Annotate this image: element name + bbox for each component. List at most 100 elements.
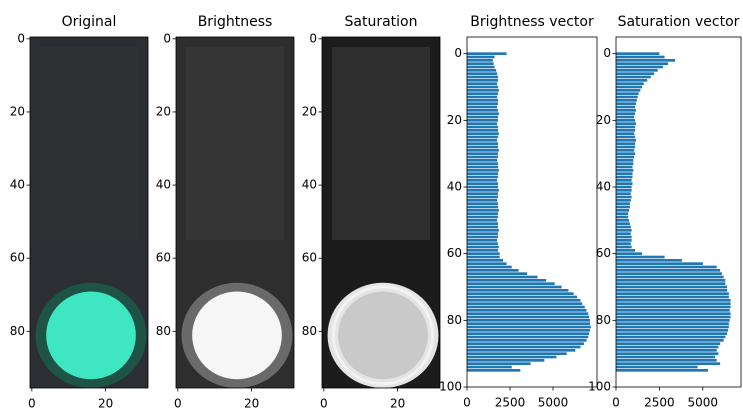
- bar: [467, 255, 500, 259]
- bar: [616, 242, 631, 245]
- bar: [616, 215, 629, 219]
- bar: [467, 65, 495, 69]
- bar: [616, 299, 731, 302]
- bar: [616, 279, 726, 282]
- bar: [616, 295, 729, 299]
- bar: [467, 149, 499, 152]
- bar: [616, 315, 731, 319]
- bar: [467, 92, 498, 95]
- bar: [467, 365, 512, 369]
- x-tick-label: 5000: [688, 396, 719, 408]
- y-tick-label: 80: [596, 313, 611, 327]
- bar: [616, 309, 730, 312]
- bar: [616, 355, 715, 359]
- bar: [467, 169, 499, 172]
- bar: [616, 165, 633, 169]
- bar: [467, 282, 555, 285]
- bar: [616, 219, 630, 222]
- bar: [467, 192, 498, 195]
- subplot-title: Original: [62, 14, 117, 30]
- bar: [467, 145, 498, 149]
- bar: [467, 222, 498, 225]
- image-housing: [186, 47, 284, 241]
- y-tick-label: 60: [447, 246, 462, 260]
- bar: [467, 209, 499, 212]
- bar: [467, 105, 498, 109]
- bar: [467, 69, 497, 72]
- bar: [616, 59, 676, 62]
- bar: [467, 269, 519, 272]
- bar: [467, 155, 498, 159]
- bar: [616, 72, 655, 75]
- bar: [467, 82, 498, 85]
- bar: [616, 195, 632, 199]
- bar: [616, 369, 709, 372]
- bar: [467, 119, 498, 122]
- x-tick-label: 2500: [495, 396, 526, 408]
- bar: [467, 75, 498, 79]
- x-tick-label: 0: [320, 397, 328, 408]
- bar: [616, 199, 631, 202]
- bar: [467, 212, 498, 215]
- bar: [467, 219, 498, 222]
- bar: [467, 235, 498, 239]
- bar: [467, 272, 528, 275]
- bar: [616, 325, 729, 329]
- bar: [616, 349, 717, 352]
- bar: [616, 259, 682, 262]
- y-tick-label: 100: [439, 380, 462, 394]
- bar: [616, 145, 636, 149]
- subplot-title: Brightness: [198, 14, 273, 30]
- bar: [616, 335, 726, 339]
- bar: [467, 325, 591, 329]
- y-tick-label: 0: [163, 31, 171, 45]
- bar: [616, 79, 648, 82]
- y-tick-label: 40: [596, 180, 611, 194]
- bar: [467, 329, 590, 332]
- bar: [616, 179, 632, 182]
- bar: [467, 369, 521, 372]
- bar: [616, 162, 634, 165]
- bar: [467, 265, 512, 269]
- bar: [616, 275, 724, 279]
- bar: [616, 119, 636, 122]
- bar: [616, 52, 660, 55]
- bar: [616, 159, 634, 162]
- bar: [616, 189, 632, 192]
- bar: [467, 275, 538, 279]
- bar: [467, 79, 498, 82]
- y-tick-label: 0: [17, 31, 25, 45]
- bar: [467, 285, 562, 289]
- bar: [467, 112, 499, 115]
- bar: [616, 185, 632, 189]
- bar: [467, 332, 590, 335]
- bar: [616, 235, 632, 239]
- axes-frame: [29, 36, 149, 389]
- bar: [467, 232, 498, 235]
- x-tick-label: 0: [174, 397, 182, 408]
- bar: [616, 249, 636, 252]
- bar: [616, 89, 641, 92]
- bar: [467, 319, 590, 322]
- bar: [467, 309, 587, 312]
- bar: [467, 295, 578, 299]
- bar: [616, 289, 728, 292]
- bar: [467, 142, 498, 145]
- bar: [467, 172, 498, 175]
- bar: [467, 342, 584, 345]
- x-tick-label: 2500: [644, 396, 675, 408]
- bar: [467, 205, 498, 209]
- bar: [616, 85, 643, 89]
- bar: [616, 322, 729, 325]
- y-tick-label: 40: [447, 180, 462, 194]
- lamp: [338, 291, 428, 380]
- y-tick-label: 20: [302, 104, 317, 118]
- y-tick-label: 60: [10, 251, 25, 265]
- bar: [616, 65, 663, 69]
- bar: [467, 189, 499, 192]
- bar: [616, 205, 630, 209]
- bar: [467, 179, 498, 182]
- bar: [467, 135, 498, 139]
- bar: [467, 292, 574, 295]
